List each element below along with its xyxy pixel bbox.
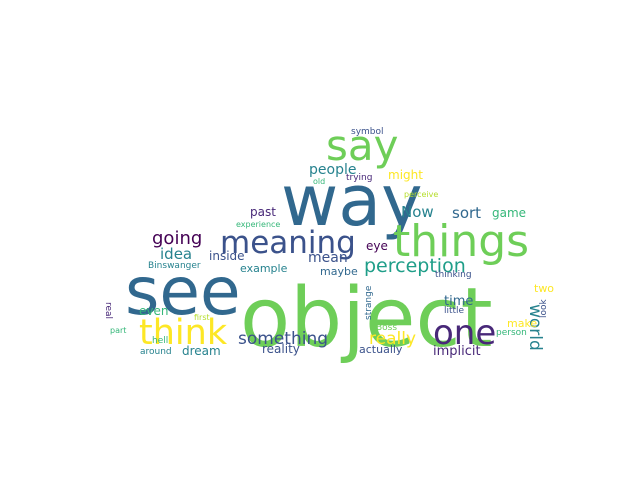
word-part: part <box>110 326 126 335</box>
word-maybe: maybe <box>320 265 358 278</box>
word-look: look <box>539 298 549 318</box>
word-going: going <box>152 228 202 249</box>
word-little: little <box>444 306 465 316</box>
word-might: might <box>388 168 423 182</box>
word-symbol: symbol <box>351 127 384 137</box>
word-binswanger: Binswanger <box>148 261 201 271</box>
word-actually: actually <box>359 343 403 356</box>
word-see: see <box>125 253 241 330</box>
word-world: world <box>525 304 545 351</box>
word-meaning: meaning <box>220 225 356 261</box>
word-even: even <box>139 304 168 318</box>
word-people: people <box>309 162 356 178</box>
word-time: time <box>444 294 473 309</box>
word-things: things <box>393 216 529 267</box>
word-first: first <box>194 313 210 322</box>
word-sort: sort <box>452 204 481 222</box>
word-trying: trying <box>346 173 372 183</box>
word-past: past <box>250 205 276 219</box>
word-person: person <box>496 328 527 338</box>
word-experience: experience <box>236 220 280 229</box>
word-real: real <box>103 302 113 319</box>
word-really: really <box>369 329 416 349</box>
word-reality: reality <box>262 342 300 356</box>
word-one: one <box>433 313 496 353</box>
word-game: game <box>492 206 526 220</box>
word-idea: idea <box>160 245 192 263</box>
word-now: Now <box>401 203 434 221</box>
word-mean: mean <box>308 250 348 266</box>
word-boss: Boss <box>376 323 397 333</box>
word-object: object <box>240 271 493 366</box>
word-perceive: perceive <box>404 190 438 199</box>
word-thinking: thinking <box>435 270 472 280</box>
word-inside: inside <box>209 249 245 263</box>
word-think: think <box>139 313 228 353</box>
word-eye: eye <box>366 239 388 253</box>
word-hell: hell <box>152 336 168 346</box>
word-perception: perception <box>364 255 466 277</box>
word-implicit: implicit <box>433 344 481 359</box>
word-example: example <box>240 262 288 275</box>
word-two: two <box>534 282 554 295</box>
word-say: say <box>326 121 398 170</box>
word-dream: dream <box>182 344 221 358</box>
word-make: make <box>507 317 537 330</box>
word-something: something <box>238 329 328 349</box>
word-old: old <box>313 177 325 186</box>
word-way: way <box>281 160 423 242</box>
word-strange: strange <box>364 285 374 320</box>
word-around: around <box>140 347 172 357</box>
